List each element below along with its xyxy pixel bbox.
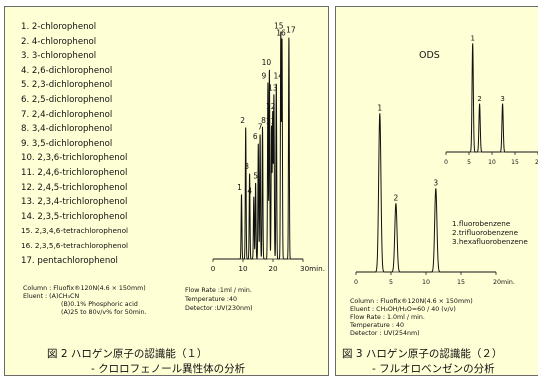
legend-item-3: 3.hexafluorobenzene xyxy=(452,237,528,246)
figure-3-caption-subtitle: - フルオロベンゼンの分析 xyxy=(372,363,495,375)
compound-item: 2. 4-chlorophenol xyxy=(21,36,97,47)
peak-label: 17 xyxy=(286,25,296,34)
x-tick-label: 0 xyxy=(444,159,448,166)
detector-condition-r: Detector : UV(254nm) xyxy=(350,330,420,337)
gradient-condition: (A)25 to 80v/v% for 50min. xyxy=(61,309,147,316)
peak-label: 1 xyxy=(377,103,382,112)
eluent-condition: Eluent : (A)CH₃CN xyxy=(23,293,80,300)
compound-item: 11. 2,4,6-trichlorophenol xyxy=(21,168,128,178)
compound-item: 17. pentachlorophenol xyxy=(21,255,118,266)
x-tick-label: 5 xyxy=(389,279,393,286)
peak-label: 13 xyxy=(268,83,278,92)
chromatogram-trace xyxy=(446,43,538,153)
x-tick-label: 20min. xyxy=(493,279,515,286)
x-tick-label: 0 xyxy=(354,279,358,286)
peak-label: 9 xyxy=(262,72,267,81)
compound-item: 10. 2,3,6-trichlorophenol xyxy=(21,153,128,164)
x-tick-label: 10 xyxy=(238,264,248,273)
compound-item: 8. 3,4-dichlorophenol xyxy=(21,124,113,135)
peak-label: 16 xyxy=(276,29,286,38)
x-tick-label: 15 xyxy=(511,159,519,166)
compound-item: 13. 2,3,4-trichlorophenol xyxy=(21,197,128,208)
flow-rate-condition: Flow Rate :1ml / min. xyxy=(185,287,252,294)
compound-item: 16. 2,3,5,6-tetrachlorophenol xyxy=(21,241,129,250)
peak-label: 14 xyxy=(274,72,284,81)
chromatogram-trace xyxy=(356,113,496,273)
ods-label: ODS xyxy=(419,50,440,61)
figure-2-caption-title: 図 2 ハロゲン原子の認識能（１） xyxy=(47,348,208,360)
figure-3-panel: 0 5 10 15 20min. 1 2 3 0 5 10 15 20min. 1 2 3 ODS 1.flu… xyxy=(335,6,538,376)
compound-item: 4. 2,6-dichlorophenol xyxy=(21,65,113,76)
x-tick-label: 20 xyxy=(268,264,278,273)
peak-label: 1 xyxy=(237,183,242,192)
x-tick-label: 10 xyxy=(488,159,496,166)
temperature-condition-r: Temperature : 40 xyxy=(350,322,405,329)
peak-label: 7 xyxy=(258,123,263,132)
x-tick-label: 0 xyxy=(211,264,216,273)
peak-label: 3 xyxy=(244,162,249,171)
eluent-b-condition: (B)0.1% Phosphoric acid xyxy=(61,301,138,308)
peak-label: 8 xyxy=(261,116,266,125)
peak-label: 10 xyxy=(262,58,272,67)
peak-label: 5 xyxy=(253,171,258,180)
compound-item: 9. 3,5-dichlorophenol xyxy=(21,138,113,149)
detector-condition: Detector :UV(230nm) xyxy=(185,305,253,312)
compound-item: 15. 2,3,4,6-tetrachlorophenol xyxy=(21,226,129,236)
compound-item: 12. 2,4,5-trichlorophenol xyxy=(21,182,128,193)
compound-item: 7. 2,4-dichlorophenol xyxy=(21,109,113,120)
figure-2-panel: 1. 2-chlorophenol 2. 4-chlorophenol 3. 3-c… xyxy=(4,6,329,376)
figure-3-caption-title: 図 3 ハロゲン原子の認識能（２） xyxy=(342,348,503,360)
legend-item-1: 1.fluorobenzene xyxy=(452,219,511,228)
column-condition: Column : Fluofix®120N(4.6 × 150mm) xyxy=(23,285,146,292)
fluorobenzene-chromatograms: 0 5 10 15 20min. 1 2 3 0 5 10 15 20min. 1 2 3 xyxy=(354,34,538,286)
x-tick-label: 5 xyxy=(467,159,471,166)
compound-item: 6. 2,5-dichlorophenol xyxy=(21,95,113,105)
peak-label: 1 xyxy=(470,34,474,42)
peak-label: 15 xyxy=(274,22,284,31)
eluent-condition-r: Eluent : CH₃OH/H₂O=60 / 40 (v/v) xyxy=(350,306,456,313)
figure-2-caption-subtitle: - クロロフェノール異性体の分析 xyxy=(91,363,246,375)
peak-label: 4 xyxy=(247,186,252,195)
peak-label: 12 xyxy=(266,102,276,111)
compound-item: 3. 3-chlorophenol xyxy=(21,51,97,62)
peak-label: 2 xyxy=(240,116,245,125)
peak-label: 6 xyxy=(253,132,258,141)
peak-label: 3 xyxy=(433,179,438,188)
temperature-condition: Temperature :40 xyxy=(185,296,238,303)
peak-label: 2 xyxy=(394,194,399,203)
peak-label: 11 xyxy=(266,117,276,126)
compound-item: 1. 2-chlorophenol xyxy=(21,22,97,32)
x-tick-label: 20min. xyxy=(535,159,538,166)
peak-label: 3 xyxy=(500,95,504,103)
chromatogram-trace xyxy=(213,31,303,260)
compound-item: 5. 2,3-dichlorophenol xyxy=(21,80,113,91)
peak-label: 2 xyxy=(477,95,481,103)
flow-rate-condition-r: Flow Rate : 1.0ml / min. xyxy=(350,314,425,321)
column-condition-r: Column : Fluofix®120N(4.6 × 150mm) xyxy=(350,298,473,305)
x-tick-label: 15 xyxy=(457,279,465,286)
compound-item: 14. 2,3,5-trichlorophenol xyxy=(21,211,128,222)
x-tick-label: 10 xyxy=(422,279,430,286)
legend-item-2: 2.trifluorobenzene xyxy=(452,228,519,237)
x-tick-label: 30min. xyxy=(300,264,325,273)
